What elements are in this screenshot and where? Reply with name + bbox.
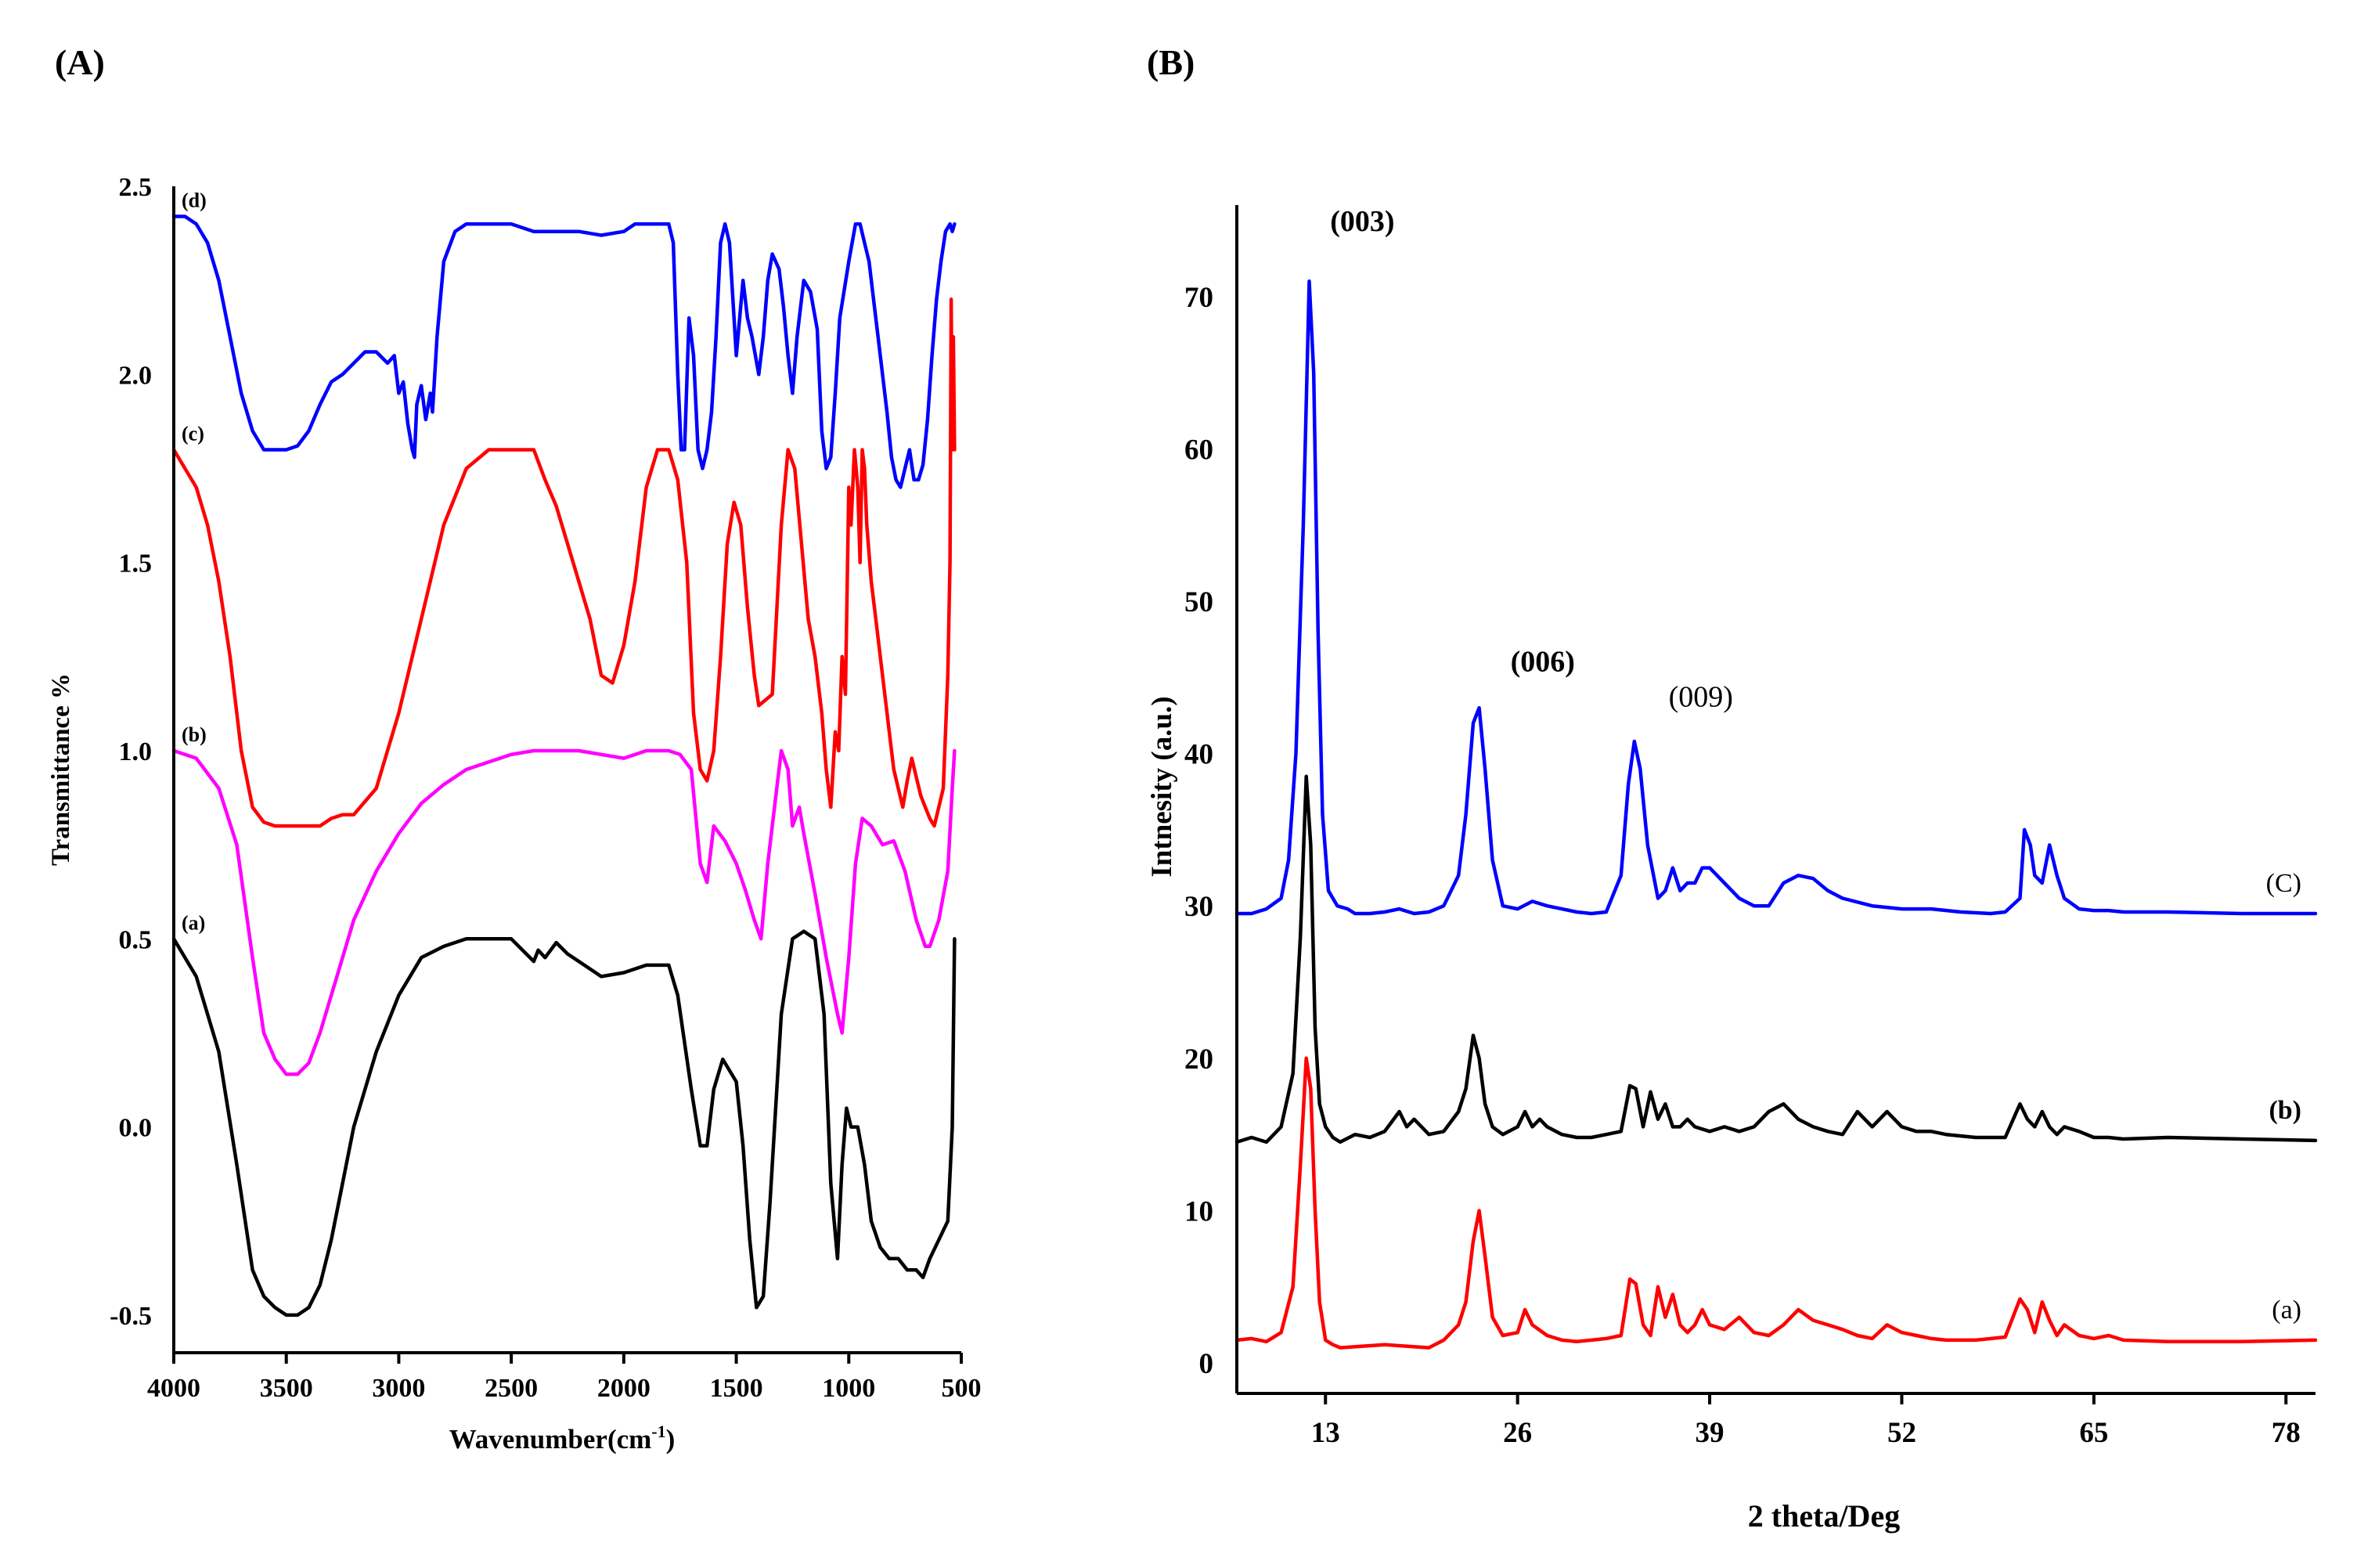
xrd-y-tick-label: 70 xyxy=(1184,282,1213,314)
ftir-y-tick-label: 1.5 xyxy=(119,550,153,579)
xrd-x-tick-label: 65 xyxy=(2079,1417,2108,1449)
ftir-series-label: (c) xyxy=(182,422,204,445)
xrd-y-tick-label: 40 xyxy=(1184,739,1213,771)
ftir-y-tick-label: -0.5 xyxy=(110,1302,152,1331)
ftir-series-label: (a) xyxy=(182,911,205,934)
ftir-y-tick-label: 1.0 xyxy=(119,737,153,766)
ftir-series-a xyxy=(171,929,957,1317)
xrd-series-label: (a) xyxy=(2272,1296,2301,1325)
ftir-x-axis-title: Wavenumber(cm-1) xyxy=(449,1422,676,1454)
ftir-x-tick-label: 500 xyxy=(942,1374,982,1403)
xrd-series-label: (C) xyxy=(2266,869,2301,898)
ftir-series-d xyxy=(171,214,957,489)
ftir-series-b xyxy=(171,748,957,1076)
xrd-y-tick-label: 10 xyxy=(1184,1195,1213,1227)
xrd-series-c xyxy=(1234,279,2318,916)
ftir-x-tick-label: 1000 xyxy=(822,1374,875,1403)
ftir-y-axis-title: Transmittance % xyxy=(47,673,75,866)
xrd-x-tick-label: 26 xyxy=(1503,1417,1532,1449)
ftir-x-tick-label: 2500 xyxy=(485,1374,538,1403)
ftir-x-tick-label: 4000 xyxy=(147,1374,200,1403)
xrd-y-tick-label: 30 xyxy=(1184,891,1213,923)
xrd-peak-annotation: (006) xyxy=(1511,646,1575,679)
xrd-chart: 13 26 39 52 65 78 0 10 20 30 40 50 60 70 (a) (b) (C) (… xyxy=(1146,205,2318,1534)
xrd-x-tick-label: 52 xyxy=(1887,1417,1916,1449)
ftir-x-tick-label: 3000 xyxy=(372,1374,425,1403)
xrd-x-tick-label: 39 xyxy=(1696,1417,1725,1449)
ftir-series-c xyxy=(171,297,957,828)
ftir-series-label: (d) xyxy=(182,189,207,211)
ftir-series-label: (b) xyxy=(182,723,207,746)
ftir-x-tick-label: 2000 xyxy=(597,1374,651,1403)
xrd-y-axis-title: Intnesity (a.u.) xyxy=(1146,696,1178,877)
xrd-x-tick-label: 13 xyxy=(1311,1417,1340,1449)
ftir-x-tick-label: 3500 xyxy=(260,1374,313,1403)
xrd-y-tick-label: 20 xyxy=(1184,1044,1213,1076)
xrd-peak-annotation: (003) xyxy=(1330,205,1394,238)
ftir-y-tick-label: 2.0 xyxy=(119,361,153,390)
panel-a-label: (A) xyxy=(55,42,105,82)
xrd-peak-annotation: (009) xyxy=(1669,680,1733,713)
xrd-y-tick-label: 0 xyxy=(1199,1348,1214,1380)
xrd-series-b xyxy=(1234,774,2318,1144)
xrd-series-label: (b) xyxy=(2269,1096,2301,1125)
ftir-y-tick-label: 2.5 xyxy=(119,173,153,202)
ftir-y-tick-label: 0.5 xyxy=(119,925,153,954)
xrd-x-tick-label: 78 xyxy=(2272,1417,2301,1449)
xrd-y-tick-label: 50 xyxy=(1184,586,1213,618)
xrd-y-tick-label: 60 xyxy=(1184,434,1213,466)
xrd-series-a xyxy=(1234,1056,2318,1350)
ftir-chart: 4000 3500 3000 2500 2000 1500 1000 500 -0.5 0.0 0… xyxy=(47,173,982,1454)
panel-b-label: (B) xyxy=(1147,42,1195,82)
xrd-x-axis-title: 2 theta/Deg xyxy=(1748,1498,1900,1534)
ftir-x-tick-label: 1500 xyxy=(710,1374,763,1403)
ftir-y-tick-label: 0.0 xyxy=(119,1114,153,1143)
